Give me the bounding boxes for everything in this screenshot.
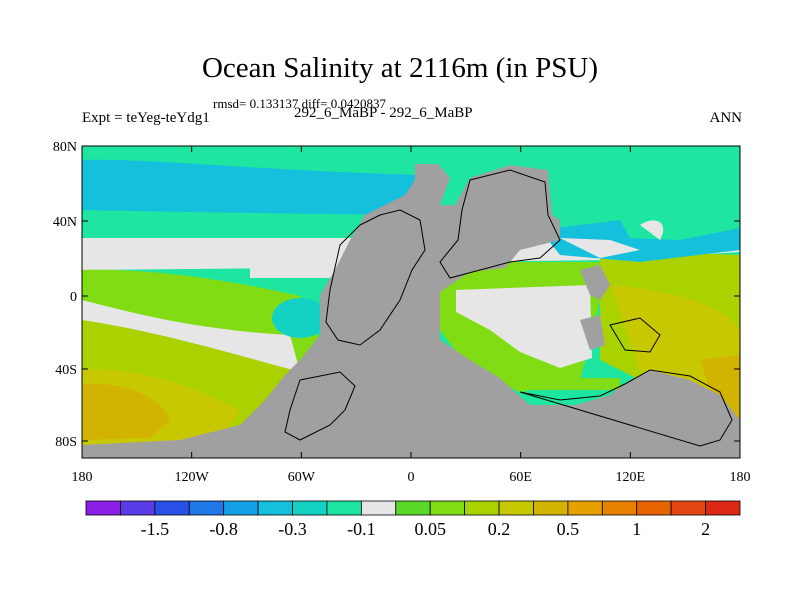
experiment-label: Expt = teYeg-teYdg1: [82, 110, 210, 126]
colorbar-tick-label: 1: [632, 519, 641, 539]
colorbar-swatch: [85, 500, 121, 516]
colorbar-tick-label: 0.05: [414, 519, 446, 539]
season-label: ANN: [709, 110, 743, 126]
x-tick-label: 60E: [509, 470, 532, 485]
x-tick-label: 180: [730, 470, 751, 485]
axis-ticks: 180 120W 60W 0 60E 120E 180 80N 40N 0 40S 80S: [53, 140, 751, 485]
colorbar-swatch: [257, 500, 293, 516]
colorbar-swatch: [498, 500, 534, 516]
x-tick-label: 60W: [288, 470, 316, 485]
colorbar-swatch: [705, 500, 741, 516]
colorbar-swatch: [360, 500, 397, 516]
map-field: [82, 146, 740, 458]
east-orange-region: [700, 355, 740, 420]
x-tick-label: 120W: [175, 470, 210, 485]
colorbar-swatch: [636, 500, 672, 516]
atlantic-teal-patch: [272, 298, 328, 338]
colorbar-tick-label: -0.1: [347, 519, 376, 539]
land-masses: [82, 164, 740, 458]
maritime-continent: [580, 265, 610, 300]
southern-orange-region: [82, 384, 170, 440]
colorbar-tick-label: 0.2: [488, 519, 511, 539]
northeast-white-blob: [640, 220, 664, 240]
colorbar-tick-label: -0.8: [209, 519, 238, 539]
colorbar-swatch: [120, 500, 156, 516]
island-land: [580, 315, 605, 350]
continental-land: [82, 164, 740, 458]
colorbar-swatch: [395, 500, 431, 516]
y-tick-label: 80S: [55, 435, 77, 450]
colorbar-tick-label: -0.3: [278, 519, 307, 539]
stats-label: rmsd= 0.133137 diff= 0.0420837: [213, 96, 386, 111]
colorbar-swatch: [567, 500, 603, 516]
x-tick-label: 180: [72, 470, 93, 485]
colorbar-swatch: [154, 500, 190, 516]
indian-white-region: [456, 285, 592, 368]
colorbar-tick-label: 0.5: [557, 519, 580, 539]
y-tick-label: 80N: [53, 140, 77, 155]
y-tick-label: 0: [70, 290, 77, 305]
colorbar-swatch: [188, 500, 225, 516]
colorbar-swatch: [326, 500, 362, 516]
x-tick-label: 120E: [616, 470, 646, 485]
x-tick-label: 0: [408, 470, 415, 485]
colorbar: -1.5 -0.8 -0.3 -0.1 0.05 0.2 0.5 1 2: [85, 500, 741, 539]
chart-title: Ocean Salinity at 2116m (in PSU): [201, 52, 599, 84]
northeast-white-patch: [560, 238, 640, 258]
y-tick-label: 40N: [53, 215, 77, 230]
colorbar-swatch: [292, 500, 328, 516]
colorbar-tick-label: -1.5: [141, 519, 170, 539]
colorbar-swatch: [223, 500, 259, 516]
period-label: 292_6_MaBP - 292_6_MaBP: [294, 105, 473, 121]
coastline: [284, 169, 733, 447]
indian-green-strip: [520, 378, 620, 390]
colorbar-swatch: [670, 500, 706, 516]
colorbar-swatch: [464, 500, 500, 516]
colorbar-tick-label: 2: [701, 519, 710, 539]
colorbar-swatch: [601, 500, 638, 516]
y-tick-label: 40S: [55, 363, 77, 378]
colorbar-swatch: [533, 500, 569, 516]
colorbar-swatch: [429, 500, 466, 516]
arctic-teal-region: [82, 159, 420, 215]
